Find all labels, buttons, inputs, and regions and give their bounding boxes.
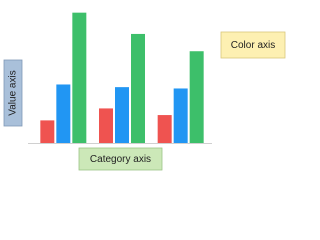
- color-axis-box-bg: [220, 31, 286, 59]
- value-axis-box: Value axis: [3, 59, 23, 127]
- bar: [115, 87, 129, 143]
- bar: [72, 12, 87, 143]
- bar: [56, 84, 71, 143]
- diagram: Value axis Category axis Color axis: [3, 12, 286, 171]
- bar: [131, 33, 145, 143]
- value-axis-box-bg: [3, 59, 23, 127]
- category-axis-label: Category axis: [90, 154, 151, 165]
- category-axis-box: Category axis: [78, 147, 163, 171]
- category-axis-box-bg: [78, 147, 163, 171]
- bar: [40, 120, 55, 143]
- bar: [99, 108, 113, 143]
- color-axis-label: Color axis: [231, 40, 275, 51]
- value-axis-label: Value axis: [8, 70, 19, 115]
- bar: [189, 51, 204, 144]
- bar: [157, 115, 172, 143]
- bar: [173, 88, 188, 143]
- color-axis-box: Color axis: [220, 31, 286, 59]
